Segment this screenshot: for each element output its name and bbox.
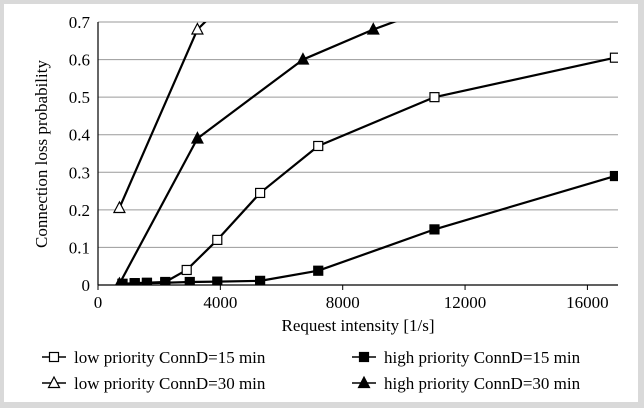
gridlines xyxy=(98,21,618,248)
data-point-0-6 xyxy=(255,187,266,199)
data-point-2-2 xyxy=(141,278,153,285)
x-tick-label-1: 4000 xyxy=(203,293,237,312)
legend-item-0: low priority ConnD=15 min xyxy=(42,348,266,367)
data-point-0-9 xyxy=(609,52,618,63)
data-point-3-4 xyxy=(429,1,440,12)
data-point-0-8 xyxy=(429,92,440,103)
legend-marker-0 xyxy=(48,351,60,363)
data-point-3-0 xyxy=(115,276,124,285)
y-tick-label-6: 0.6 xyxy=(69,51,90,70)
legend-label-3: high priority ConnD=30 min xyxy=(384,374,581,393)
data-series xyxy=(112,1,618,285)
x-tick-label-3: 12000 xyxy=(444,293,487,312)
data-point-2-4 xyxy=(184,276,195,285)
data-point-0-5 xyxy=(212,234,223,246)
y-tick-label-4: 0.4 xyxy=(69,126,91,145)
data-point-3-3 xyxy=(366,22,380,35)
tick-labels: 0 0.1 0.2 0.3 0.4 0.5 0.6 0.7 0 4000 8000 12000 1600… xyxy=(69,13,609,312)
data-point-2-1 xyxy=(129,278,140,285)
legend-item-3: high priority ConnD=30 min xyxy=(352,374,581,393)
legend-label-0: low priority ConnD=15 min xyxy=(74,348,266,367)
series-line-0 xyxy=(122,56,616,285)
data-point-2-7 xyxy=(313,265,324,276)
legend-label-2: high priority ConnD=15 min xyxy=(384,348,581,367)
series-1 xyxy=(112,1,226,214)
axes xyxy=(97,22,618,290)
data-point-0-4 xyxy=(181,264,192,276)
legend-marker-1 xyxy=(47,375,61,389)
y-tick-label-1: 0.1 xyxy=(69,238,90,257)
x-tick-label-4: 16000 xyxy=(566,293,609,312)
series-line-2 xyxy=(122,174,616,285)
x-tick-label-2: 8000 xyxy=(326,293,360,312)
data-point-2-9 xyxy=(609,170,618,182)
data-point-1-1 xyxy=(190,22,204,35)
series-2 xyxy=(117,170,618,285)
series-3 xyxy=(115,1,440,285)
series-line-1 xyxy=(118,22,207,209)
y-tick-label-0: 0 xyxy=(82,276,91,295)
y-axis-label: Connection loss probability xyxy=(32,60,51,248)
x-tick-label-0: 0 xyxy=(94,293,103,312)
series-line-3 xyxy=(118,22,397,285)
data-point-2-8 xyxy=(429,224,440,235)
data-point-3-2 xyxy=(296,52,310,65)
data-point-3-1 xyxy=(190,131,204,144)
data-point-1-0 xyxy=(112,200,126,214)
data-point-2-6 xyxy=(255,275,266,285)
y-tick-label-3: 0.3 xyxy=(69,163,90,182)
legend-item-1: low priority ConnD=30 min xyxy=(42,374,266,393)
data-point-2-3 xyxy=(160,277,171,285)
legend-marker-2 xyxy=(358,351,370,363)
legend-label-1: low priority ConnD=30 min xyxy=(74,374,266,393)
data-point-2-5 xyxy=(212,276,223,285)
legend: low priority ConnD=15 min low priority Co… xyxy=(42,348,581,393)
y-tick-label-7: 0.7 xyxy=(69,13,91,32)
data-point-1-2 xyxy=(215,1,226,12)
legend-marker-3 xyxy=(357,375,371,389)
y-tick-label-5: 0.5 xyxy=(69,88,90,107)
data-point-0-7 xyxy=(313,140,324,152)
y-tick-label-2: 0.2 xyxy=(69,201,90,220)
x-axis-label: Request intensity [1/s] xyxy=(282,316,435,335)
legend-item-2: high priority ConnD=15 min xyxy=(352,348,581,367)
chart-panel xyxy=(4,4,638,402)
